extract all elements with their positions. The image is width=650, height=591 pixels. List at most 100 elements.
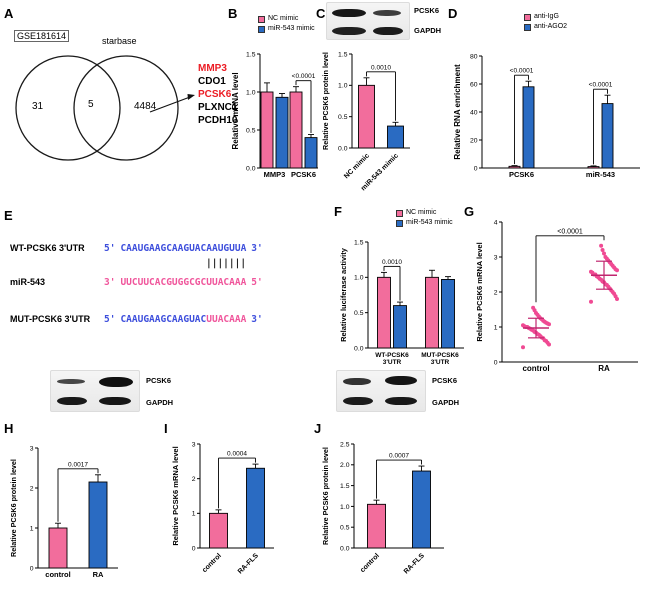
svg-text:Relative RNA enrichment: Relative RNA enrichment — [453, 64, 462, 160]
blot-label-pcsk6: PCSK6 — [146, 376, 172, 385]
panel-label-g: G — [464, 204, 475, 219]
seq-wt: 5' CAAUGAAGCAAGUACAAUGUUA 3' — [104, 243, 263, 254]
svg-text:2.0: 2.0 — [340, 462, 350, 469]
blot-band — [343, 397, 373, 405]
svg-text:0: 0 — [474, 165, 478, 172]
blot-band — [99, 397, 131, 405]
svg-text:control: control — [359, 552, 381, 574]
seq-prefix: 5' — [104, 243, 116, 254]
svg-text:1.0: 1.0 — [340, 504, 350, 511]
svg-text:RA: RA — [93, 570, 104, 579]
blot-band — [373, 27, 403, 35]
svg-text:Relative PCSK6 protein level: Relative PCSK6 protein level — [321, 52, 330, 150]
svg-text:2: 2 — [494, 289, 498, 296]
seq-tail-mutated: UUACAAA — [206, 314, 247, 325]
panel-label-h: H — [4, 421, 14, 436]
panel-label-d: D — [448, 6, 458, 21]
svg-text:1.0: 1.0 — [246, 89, 256, 96]
panel-label-b: B — [228, 6, 238, 21]
svg-text:1: 1 — [30, 525, 34, 532]
panel-label-f: F — [334, 204, 342, 219]
legend-swatch-pink — [258, 15, 265, 23]
svg-text:2: 2 — [192, 476, 196, 483]
seq-main: CAAUGAAGCAAGUAC — [120, 314, 207, 325]
venn-right-circle — [73, 55, 179, 161]
venn-right-count: 4484 — [134, 101, 157, 112]
svg-text:Relative PCSK6 mRNA level: Relative PCSK6 mRNA level — [171, 446, 180, 545]
gene-item: CDO1 — [198, 76, 226, 87]
svg-text:miR-543: miR-543 — [586, 170, 615, 179]
svg-text:2.5: 2.5 — [340, 441, 350, 448]
svg-text:3: 3 — [192, 441, 196, 448]
chart-b: 0.0 0.5 1.0 1.5 Relative mRNA level MMP3 PCSK6… — [231, 51, 318, 179]
chart-g: 0 1 2 3 4 Relative PCSK6 mRNA level control RA <… — [475, 219, 638, 373]
svg-text:0.5: 0.5 — [338, 114, 348, 121]
svg-text:0.0: 0.0 — [246, 165, 256, 172]
panel-label-j: J — [314, 421, 322, 436]
legend-swatch-pink — [524, 13, 531, 21]
svg-text:0.0: 0.0 — [354, 345, 364, 352]
svg-text:0.5: 0.5 — [354, 310, 364, 317]
venn-right-label: starbase — [102, 36, 137, 46]
legend-swatch-blue — [524, 23, 531, 31]
svg-text:MMP3: MMP3 — [264, 170, 286, 179]
svg-text:2: 2 — [30, 485, 34, 492]
svg-text:PCSK6: PCSK6 — [291, 170, 316, 179]
venn-left-label: GSE181614 — [14, 30, 70, 42]
svg-text:40: 40 — [470, 109, 478, 116]
svg-text:80: 80 — [470, 53, 478, 60]
svg-text:Relative PCSK6 protein level: Relative PCSK6 protein level — [9, 459, 18, 557]
svg-text:NC mimic: NC mimic — [343, 152, 371, 180]
svg-text:<0.0001: <0.0001 — [510, 68, 534, 75]
svg-text:Relative PCSK6 mRNA level: Relative PCSK6 mRNA level — [475, 242, 484, 341]
legend-label: NC mimic — [268, 15, 299, 22]
svg-text:20: 20 — [470, 137, 478, 144]
svg-text:1.5: 1.5 — [338, 51, 348, 58]
chart-h: 0 1 2 3 Relative PCSK6 protein level control R… — [9, 445, 118, 579]
svg-text:60: 60 — [470, 81, 478, 88]
legend-label: anti-AGO2 — [534, 23, 568, 30]
blot-label-gapdh: GAPDH — [432, 398, 460, 407]
blot-band — [332, 9, 366, 17]
legend-label: NC mimic — [406, 209, 437, 216]
blot-band — [373, 10, 401, 16]
svg-text:3: 3 — [494, 254, 498, 261]
panel-label-c: C — [316, 6, 326, 21]
svg-text:Relative mRNA level: Relative mRNA level — [231, 72, 240, 149]
blot-label-pcsk6: PCSK6 — [414, 6, 440, 15]
legend-label: miR-543 mimic — [268, 25, 315, 32]
seq-label-mir: miR-543 — [10, 277, 46, 287]
legend-swatch-blue — [396, 219, 403, 227]
svg-text:RA-FLS: RA-FLS — [237, 552, 260, 575]
panel-label-e: E — [4, 208, 13, 223]
legend-label: anti-IgG — [534, 13, 559, 20]
venn-left-count: 31 — [32, 101, 44, 112]
svg-text:1.0: 1.0 — [338, 83, 348, 90]
svg-text:control: control — [522, 364, 549, 373]
western-blot-c — [326, 2, 410, 40]
svg-text:0.0010: 0.0010 — [382, 259, 402, 266]
seq-label-mut: MUT-PCSK6 3'UTR — [10, 314, 91, 324]
seq-main: UUCUUCACGUGGCGC — [120, 277, 207, 288]
seq-suffix: 3' — [251, 314, 263, 325]
svg-text:PCSK6: PCSK6 — [509, 170, 534, 179]
venn-left-circle — [15, 55, 121, 161]
base-pairing-marks: ||||||| — [206, 258, 247, 269]
blot-label-gapdh: GAPDH — [414, 26, 442, 35]
svg-text:RA-FLS: RA-FLS — [403, 552, 426, 575]
blot-band — [57, 379, 85, 384]
chart-d: 0 20 40 60 80 Relative RNA enrichment PCSK6 miR… — [453, 53, 640, 179]
svg-text:control: control — [45, 570, 70, 579]
western-blot-j — [336, 370, 426, 412]
blot-band — [385, 397, 417, 405]
svg-text:0.0004: 0.0004 — [227, 451, 247, 458]
seq-mut: 5' CAAUGAAGCAAGUACUUACAAA 3' — [104, 314, 263, 325]
arrow-icon — [149, 94, 195, 113]
gene-list: MMP3 CDO1 PCSK6 PLXNC1 PCDH10 — [198, 62, 237, 127]
svg-text:<0.0001: <0.0001 — [292, 73, 316, 80]
svg-text:0: 0 — [494, 359, 498, 366]
svg-text:3: 3 — [30, 445, 34, 452]
